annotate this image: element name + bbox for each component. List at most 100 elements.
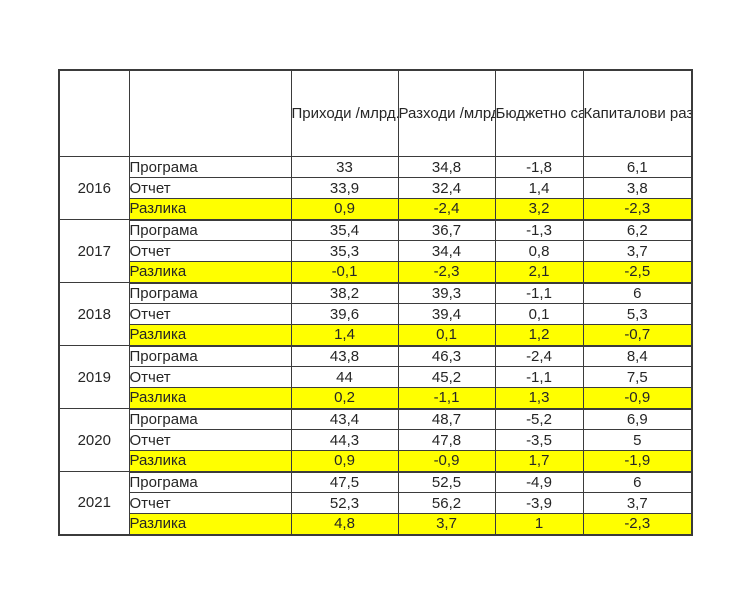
- table-row-difference: Разлика 1,4 0,1 1,2 -0,7: [59, 324, 693, 347]
- value-cell: -1,9: [582, 450, 693, 473]
- row-label: Разлика: [128, 387, 292, 410]
- col-header-revenue: Приходи /млрд. лв./: [290, 69, 399, 157]
- value-cell: 3,7: [582, 492, 693, 514]
- value-cell: 0,8: [494, 240, 584, 262]
- year-cell: 2016: [58, 156, 130, 220]
- value-cell: 47,8: [397, 429, 496, 451]
- value-cell: -2,5: [582, 261, 693, 284]
- table-row-difference: Разлика 4,8 3,7 1 -2,3: [59, 513, 693, 536]
- value-cell: -2,4: [397, 198, 496, 221]
- value-cell: -2,3: [397, 261, 496, 284]
- row-label: Програма: [128, 408, 292, 430]
- table-row-difference: Разлика -0,1 -2,3 2,1 -2,5: [59, 261, 693, 284]
- value-cell: -0,9: [582, 387, 693, 410]
- value-cell: 3,8: [582, 177, 693, 199]
- value-cell: 39,6: [290, 303, 399, 325]
- row-label: Отчет: [128, 366, 292, 388]
- value-cell: 4,8: [290, 513, 399, 536]
- value-cell: 6: [582, 471, 693, 493]
- value-cell: 7,5: [582, 366, 693, 388]
- table-row-difference: Разлика 0,9 -0,9 1,7 -1,9: [59, 450, 693, 473]
- row-label: Отчет: [128, 492, 292, 514]
- value-cell: -1,1: [494, 366, 584, 388]
- value-cell: 3,7: [397, 513, 496, 536]
- table-row: 2019 Програма 43,8 46,3 -2,4 8,4: [58, 345, 693, 409]
- value-cell: 34,8: [397, 156, 496, 178]
- value-cell: 45,2: [397, 366, 496, 388]
- budget-comparison-table: Приходи /млрд. лв./ Разходи /млрд. лв./ …: [58, 69, 693, 536]
- value-cell: 0,2: [290, 387, 399, 410]
- table-row-difference: Разлика 0,2 -1,1 1,3 -0,9: [59, 387, 693, 410]
- value-cell: 1,3: [494, 387, 584, 410]
- col-header-expenditure: Разходи /млрд. лв./: [397, 69, 496, 157]
- value-cell: 1,7: [494, 450, 584, 473]
- value-cell: 34,4: [397, 240, 496, 262]
- col-header-budget-balance: Бюджетно салдо /млрд. лв./: [494, 69, 584, 157]
- row-label: Разлика: [128, 324, 292, 347]
- table-row: Отчет 33,9 32,4 1,4 3,8: [59, 177, 693, 199]
- value-cell: 0,9: [290, 450, 399, 473]
- value-cell: 56,2: [397, 492, 496, 514]
- table-row-difference: Разлика 0,9 -2,4 3,2 -2,3: [59, 198, 693, 221]
- value-cell: 5: [582, 429, 693, 451]
- year-group-2017: 2017 Програма 35,4 36,7 -1,3 6,2 Отчет 3…: [58, 219, 693, 284]
- row-label: Отчет: [128, 177, 292, 199]
- value-cell: 0,9: [290, 198, 399, 221]
- table-row: 2018 Програма 38,2 39,3 -1,1 6: [58, 282, 693, 346]
- value-cell: 38,2: [290, 282, 399, 304]
- year-cell: 2021: [58, 471, 130, 535]
- value-cell: 6: [582, 282, 693, 304]
- header-row: Приходи /млрд. лв./ Разходи /млрд. лв./ …: [58, 69, 693, 157]
- value-cell: 6,2: [582, 219, 693, 241]
- col-header-capital-expenditure: Капиталови разходи /млрд. лв./: [582, 69, 693, 157]
- value-cell: -3,9: [494, 492, 584, 514]
- row-label: Програма: [128, 156, 292, 178]
- row-label: Разлика: [128, 513, 292, 536]
- table-row: 2016 Програма 33 34,8 -1,8 6,1: [58, 156, 693, 220]
- value-cell: -5,2: [494, 408, 584, 430]
- corner-cell-label: [128, 69, 292, 157]
- row-label: Разлика: [128, 261, 292, 284]
- value-cell: -0,9: [397, 450, 496, 473]
- value-cell: -3,5: [494, 429, 584, 451]
- value-cell: -2,3: [582, 513, 693, 536]
- year-group-2019: 2019 Програма 43,8 46,3 -2,4 8,4 Отчет 4…: [58, 345, 693, 410]
- value-cell: 52,3: [290, 492, 399, 514]
- value-cell: -1,1: [494, 282, 584, 304]
- value-cell: 32,4: [397, 177, 496, 199]
- corner-cell-year: [58, 69, 130, 157]
- value-cell: 35,3: [290, 240, 399, 262]
- row-label: Отчет: [128, 429, 292, 451]
- value-cell: -2,3: [582, 198, 693, 221]
- value-cell: 6,9: [582, 408, 693, 430]
- value-cell: 46,3: [397, 345, 496, 367]
- row-label: Програма: [128, 219, 292, 241]
- value-cell: -0,1: [290, 261, 399, 284]
- value-cell: -4,9: [494, 471, 584, 493]
- table-row: Отчет 52,3 56,2 -3,9 3,7: [59, 492, 693, 514]
- row-label: Програма: [128, 471, 292, 493]
- value-cell: 43,8: [290, 345, 399, 367]
- value-cell: -1,8: [494, 156, 584, 178]
- value-cell: 43,4: [290, 408, 399, 430]
- year-group-2018: 2018 Програма 38,2 39,3 -1,1 6 Отчет 39,…: [58, 282, 693, 347]
- table-row: Отчет 35,3 34,4 0,8 3,7: [59, 240, 693, 262]
- value-cell: -1,1: [397, 387, 496, 410]
- value-cell: -2,4: [494, 345, 584, 367]
- value-cell: 47,5: [290, 471, 399, 493]
- value-cell: 5,3: [582, 303, 693, 325]
- value-cell: 3,7: [582, 240, 693, 262]
- row-label: Отчет: [128, 240, 292, 262]
- value-cell: 48,7: [397, 408, 496, 430]
- row-label: Разлика: [128, 450, 292, 473]
- value-cell: 39,4: [397, 303, 496, 325]
- value-cell: 44,3: [290, 429, 399, 451]
- value-cell: 0,1: [397, 324, 496, 347]
- year-cell: 2017: [58, 219, 130, 283]
- table-row: 2017 Програма 35,4 36,7 -1,3 6,2: [58, 219, 693, 283]
- value-cell: 8,4: [582, 345, 693, 367]
- value-cell: 39,3: [397, 282, 496, 304]
- table-row: Отчет 44 45,2 -1,1 7,5: [59, 366, 693, 388]
- table-row: Отчет 44,3 47,8 -3,5 5: [59, 429, 693, 451]
- value-cell: 33,9: [290, 177, 399, 199]
